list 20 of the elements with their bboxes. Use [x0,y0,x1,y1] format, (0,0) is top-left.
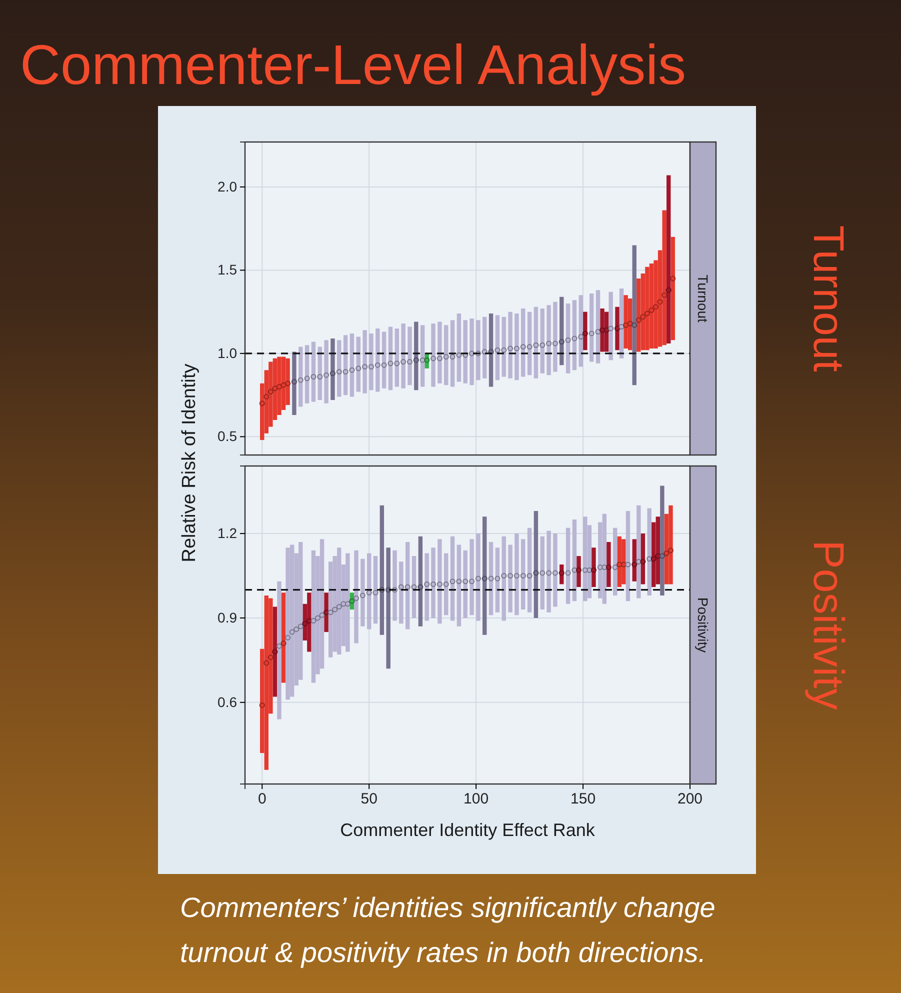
y-tick-label: 1.5 [218,262,238,278]
y-tick-label: 0.9 [218,609,238,626]
y-axis-title: Relative Risk of Identity [179,363,200,562]
x-axis-title: Commenter Identity Effect Rank [340,820,596,840]
y-tick-label: 1.2 [218,525,238,542]
y-tick-label: 0.5 [218,428,238,444]
text: Positivity [695,597,711,653]
chart-title: Commenter-Level Analysis [20,33,686,96]
text: Commenters’ identities significantly change turnout & positivity rates in both directions. [180,892,716,968]
x-tick-label: 50 [360,790,378,808]
x-tick-label: 0 [258,790,266,808]
text: Turnout [804,225,852,372]
text: Turnout [695,274,711,322]
text: Positivity [804,540,852,710]
y-tick-label: 0.6 [218,694,238,710]
x-tick-label: 100 [464,790,489,808]
x-tick-label: 200 [677,790,703,808]
x-tick-label: 150 [570,790,596,808]
y-tick-label: 1.0 [218,344,238,361]
y-tick-label: 2.0 [218,178,238,194]
